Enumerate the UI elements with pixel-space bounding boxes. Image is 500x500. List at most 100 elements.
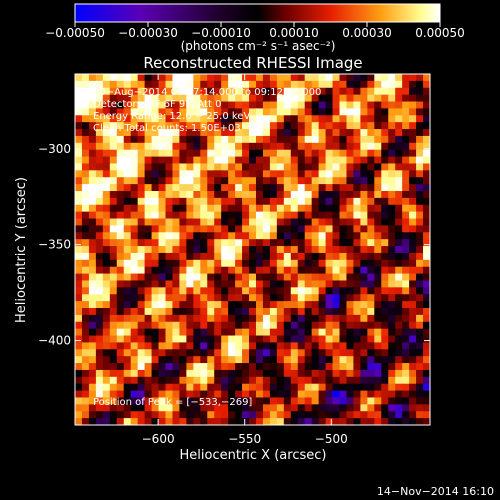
heatmap-cell (109, 80, 118, 89)
heatmap-cell (75, 129, 83, 137)
heatmap-cell (381, 335, 389, 344)
heatmap-cell (276, 376, 285, 385)
heatmap-cell (221, 225, 229, 233)
heatmap-cell (283, 170, 292, 178)
heatmap-cell (269, 266, 278, 275)
heatmap-cell (158, 328, 167, 337)
heatmap-cell (339, 314, 348, 323)
heatmap-cell (144, 211, 153, 220)
heatmap-cell (374, 383, 382, 392)
heatmap-cell (255, 108, 264, 116)
heatmap-cell (409, 356, 417, 364)
heatmap-cell (332, 74, 341, 82)
heatmap-cell (318, 266, 327, 275)
heatmap-cell (283, 94, 292, 103)
heatmap-cell (318, 342, 327, 350)
heatmap-cell (409, 287, 417, 295)
heatmap-cell (325, 301, 334, 309)
heatmap-cell (318, 129, 327, 137)
heatmap-cell (95, 135, 104, 144)
heatmap-cell (360, 314, 368, 323)
heatmap-cell (137, 383, 146, 392)
annotation-time-range: 30−Aug−2014 09:07:14.000 to 09:12:44.000 (93, 87, 321, 98)
heatmap-cell (200, 142, 208, 151)
heatmap-cell (137, 135, 146, 144)
heatmap-cell (242, 74, 250, 82)
heatmap-cell (423, 239, 430, 247)
heatmap-cell (88, 397, 97, 405)
heatmap-cell (123, 204, 132, 213)
heatmap-cell (339, 94, 348, 103)
heatmap-cell (360, 225, 368, 233)
heatmap-cell (242, 232, 250, 240)
heatmap-cell (255, 163, 264, 171)
heatmap-cell (221, 149, 229, 158)
heatmap-cell (346, 197, 355, 206)
heatmap-cell (409, 342, 417, 350)
heatmap-cell (95, 218, 104, 227)
heatmap-cell (193, 156, 201, 165)
heatmap-cell (388, 280, 396, 288)
heatmap-cell (318, 383, 327, 392)
heatmap-cell (102, 335, 111, 344)
heatmap-cell (88, 177, 97, 185)
heatmap-cell (95, 369, 104, 378)
heatmap-cell (276, 246, 285, 254)
heatmap-cell (290, 177, 299, 185)
heatmap-cell (388, 135, 396, 144)
heatmap-cell (158, 259, 167, 268)
heatmap-cell (102, 266, 111, 275)
heatmap-cell (151, 342, 160, 350)
heatmap-cell (207, 363, 215, 371)
heatmap-cell (381, 418, 389, 425)
heatmap-cell (207, 328, 215, 337)
heatmap-cell (325, 218, 334, 227)
heatmap-cell (186, 232, 194, 240)
heatmap-cell (332, 108, 341, 116)
heatmap-cell (381, 94, 389, 103)
heatmap-cell (318, 328, 327, 337)
heatmap-cell (95, 314, 104, 323)
heatmap-cell (423, 135, 430, 144)
heatmap-cell (402, 328, 410, 337)
heatmap-cell (75, 135, 83, 144)
heatmap-cell (151, 397, 160, 405)
heatmap-cell (402, 163, 410, 171)
heatmap-cell (360, 273, 368, 282)
heatmap-cell (242, 328, 250, 337)
heatmap-cell (81, 232, 90, 240)
heatmap-cell (242, 246, 250, 254)
heatmap-cell (144, 239, 153, 247)
heatmap-cell (262, 411, 271, 419)
heatmap-cell (158, 115, 167, 123)
heatmap-cell (116, 294, 125, 302)
heatmap-cell (179, 115, 187, 123)
heatmap-cell (186, 218, 194, 227)
heatmap-cell (151, 129, 160, 137)
heatmap-cell (332, 197, 341, 206)
heatmap-cell (346, 397, 355, 405)
heatmap-cell (276, 404, 285, 412)
heatmap-cell (214, 363, 222, 371)
heatmap-cell (269, 225, 278, 233)
heatmap-cell (332, 411, 341, 419)
heatmap-cell (381, 191, 389, 199)
heatmap-cell (346, 280, 355, 288)
heatmap-cell (409, 163, 417, 171)
heatmap-cell (81, 80, 90, 89)
heatmap-cell (367, 328, 375, 337)
heatmap-cell (221, 74, 229, 82)
heatmap-cell (214, 259, 222, 268)
heatmap-cell (402, 246, 410, 254)
heatmap-cell (388, 314, 396, 323)
heatmap-cell (81, 170, 90, 178)
heatmap-cell (75, 80, 83, 89)
heatmap-cell (123, 170, 132, 178)
heatmap-cell (297, 197, 306, 206)
heatmap-cell (221, 94, 229, 103)
heatmap-cell (360, 191, 368, 199)
heatmap-cell (304, 301, 313, 309)
heatmap-cell (109, 259, 118, 268)
heatmap-cell (200, 74, 208, 82)
heatmap-cell (367, 156, 375, 165)
